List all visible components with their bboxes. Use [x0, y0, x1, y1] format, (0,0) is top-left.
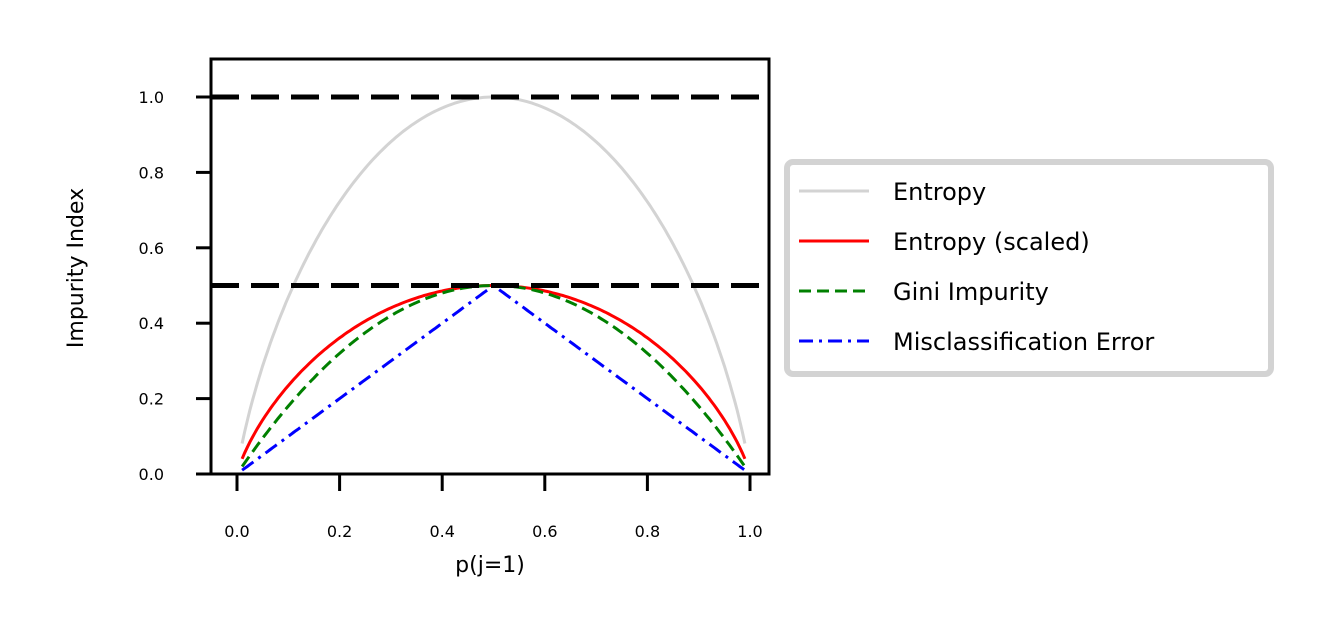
y-tick-label: 0.6: [139, 239, 164, 258]
y-axis-ticks: 0.0 0.2 0.4 0.6 0.8 1.0: [139, 88, 211, 484]
y-tick-label: 0.2: [139, 390, 164, 409]
series-line-3: [241, 283, 746, 472]
legend: Entropy Entropy (scaled) Gini Impurity Misc…: [784, 159, 1274, 377]
legend-label-0: Entropy: [893, 178, 986, 206]
series-line-2: [240, 284, 747, 468]
x-tick-label: 0.6: [532, 522, 557, 541]
y-tick-label: 0.4: [139, 314, 164, 333]
x-tick-label: 0.4: [429, 522, 454, 541]
legend-label-3: Misclassification Error: [893, 328, 1154, 356]
y-tick-label: 1.0: [139, 88, 164, 107]
axes-frame: [209, 57, 771, 476]
plot-area: [211, 94, 769, 472]
legend-label-2: Gini Impurity: [893, 278, 1049, 306]
x-tick-label: 0.2: [327, 522, 352, 541]
y-tick-label: 0.8: [139, 163, 164, 182]
legend-label-1: Entropy (scaled): [893, 228, 1090, 256]
x-tick-label: 0.0: [224, 522, 249, 541]
x-tick-label: 1.0: [737, 522, 762, 541]
y-axis-label: Impurity Index: [64, 188, 89, 348]
x-axis-label: p(j=1): [455, 553, 525, 578]
x-tick-label: 0.8: [635, 522, 660, 541]
x-axis-ticks: 0.0 0.2 0.4 0.6 0.8 1.0: [224, 474, 763, 541]
series-line-0: [240, 95, 747, 444]
y-tick-label: 0.0: [139, 465, 164, 484]
legend-box: [784, 159, 1274, 377]
